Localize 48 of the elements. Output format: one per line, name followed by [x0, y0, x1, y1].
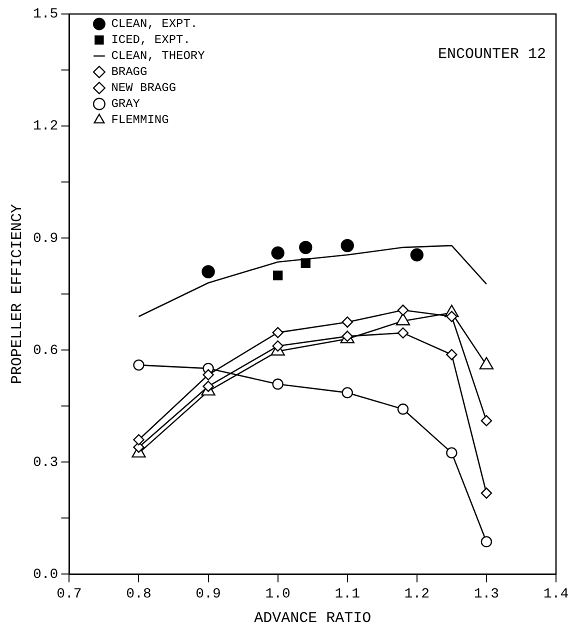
legend-label: CLEAN, THEORY: [111, 49, 205, 64]
point: [271, 246, 284, 260]
point: [397, 304, 409, 316]
x-tick-label: 1.0: [265, 586, 290, 602]
legend-label: CLEAN, EXPT.: [111, 17, 198, 32]
point: [342, 316, 353, 328]
point: [272, 270, 283, 280]
point: [446, 447, 458, 458]
x-tick-label: 0.9: [196, 586, 221, 602]
x-tick-label: 0.8: [126, 586, 152, 602]
point: [410, 248, 424, 262]
legend-label: NEW BRAGG: [111, 81, 176, 96]
point: [272, 378, 284, 390]
point: [202, 380, 214, 392]
y-tick-label: 1.5: [32, 6, 58, 23]
y-axis-title: PROPELLER EFFICIENCY: [8, 204, 26, 384]
point: [300, 258, 310, 268]
y-tick-label: 0.6: [32, 342, 58, 359]
legend-label: BRAGG: [111, 65, 148, 80]
legend-label: GRAY: [111, 97, 140, 112]
x-tick-label: 1.1: [334, 586, 360, 602]
y-tick-label: 0.3: [32, 454, 58, 471]
point: [342, 387, 353, 398]
point: [397, 404, 409, 415]
point: [272, 326, 284, 338]
point: [272, 340, 284, 352]
y-tick-label: 0.0: [32, 566, 58, 583]
point: [202, 369, 214, 380]
x-axis-title: ADVANCE RATIO: [254, 610, 372, 627]
point: [340, 238, 354, 252]
x-tick-label: 1.3: [474, 586, 500, 602]
x-tick-label: 1.2: [404, 586, 430, 602]
point: [480, 415, 492, 426]
y-tick-label: 0.9: [32, 230, 58, 247]
point: [299, 240, 312, 254]
annotation: ENCOUNTER 12: [438, 46, 546, 63]
legend-label: ICED, EXPT.: [111, 33, 190, 48]
point: [446, 349, 458, 360]
legend-label: FLEMMING: [111, 113, 169, 128]
x-tick-label: 0.7: [56, 586, 82, 602]
point: [133, 359, 144, 371]
point: [480, 536, 492, 548]
y-tick-label: 1.2: [32, 118, 58, 135]
point: [133, 434, 144, 446]
point: [480, 488, 492, 499]
x-tick-label: 1.4: [543, 586, 569, 602]
point: [397, 327, 409, 339]
point: [202, 265, 215, 278]
